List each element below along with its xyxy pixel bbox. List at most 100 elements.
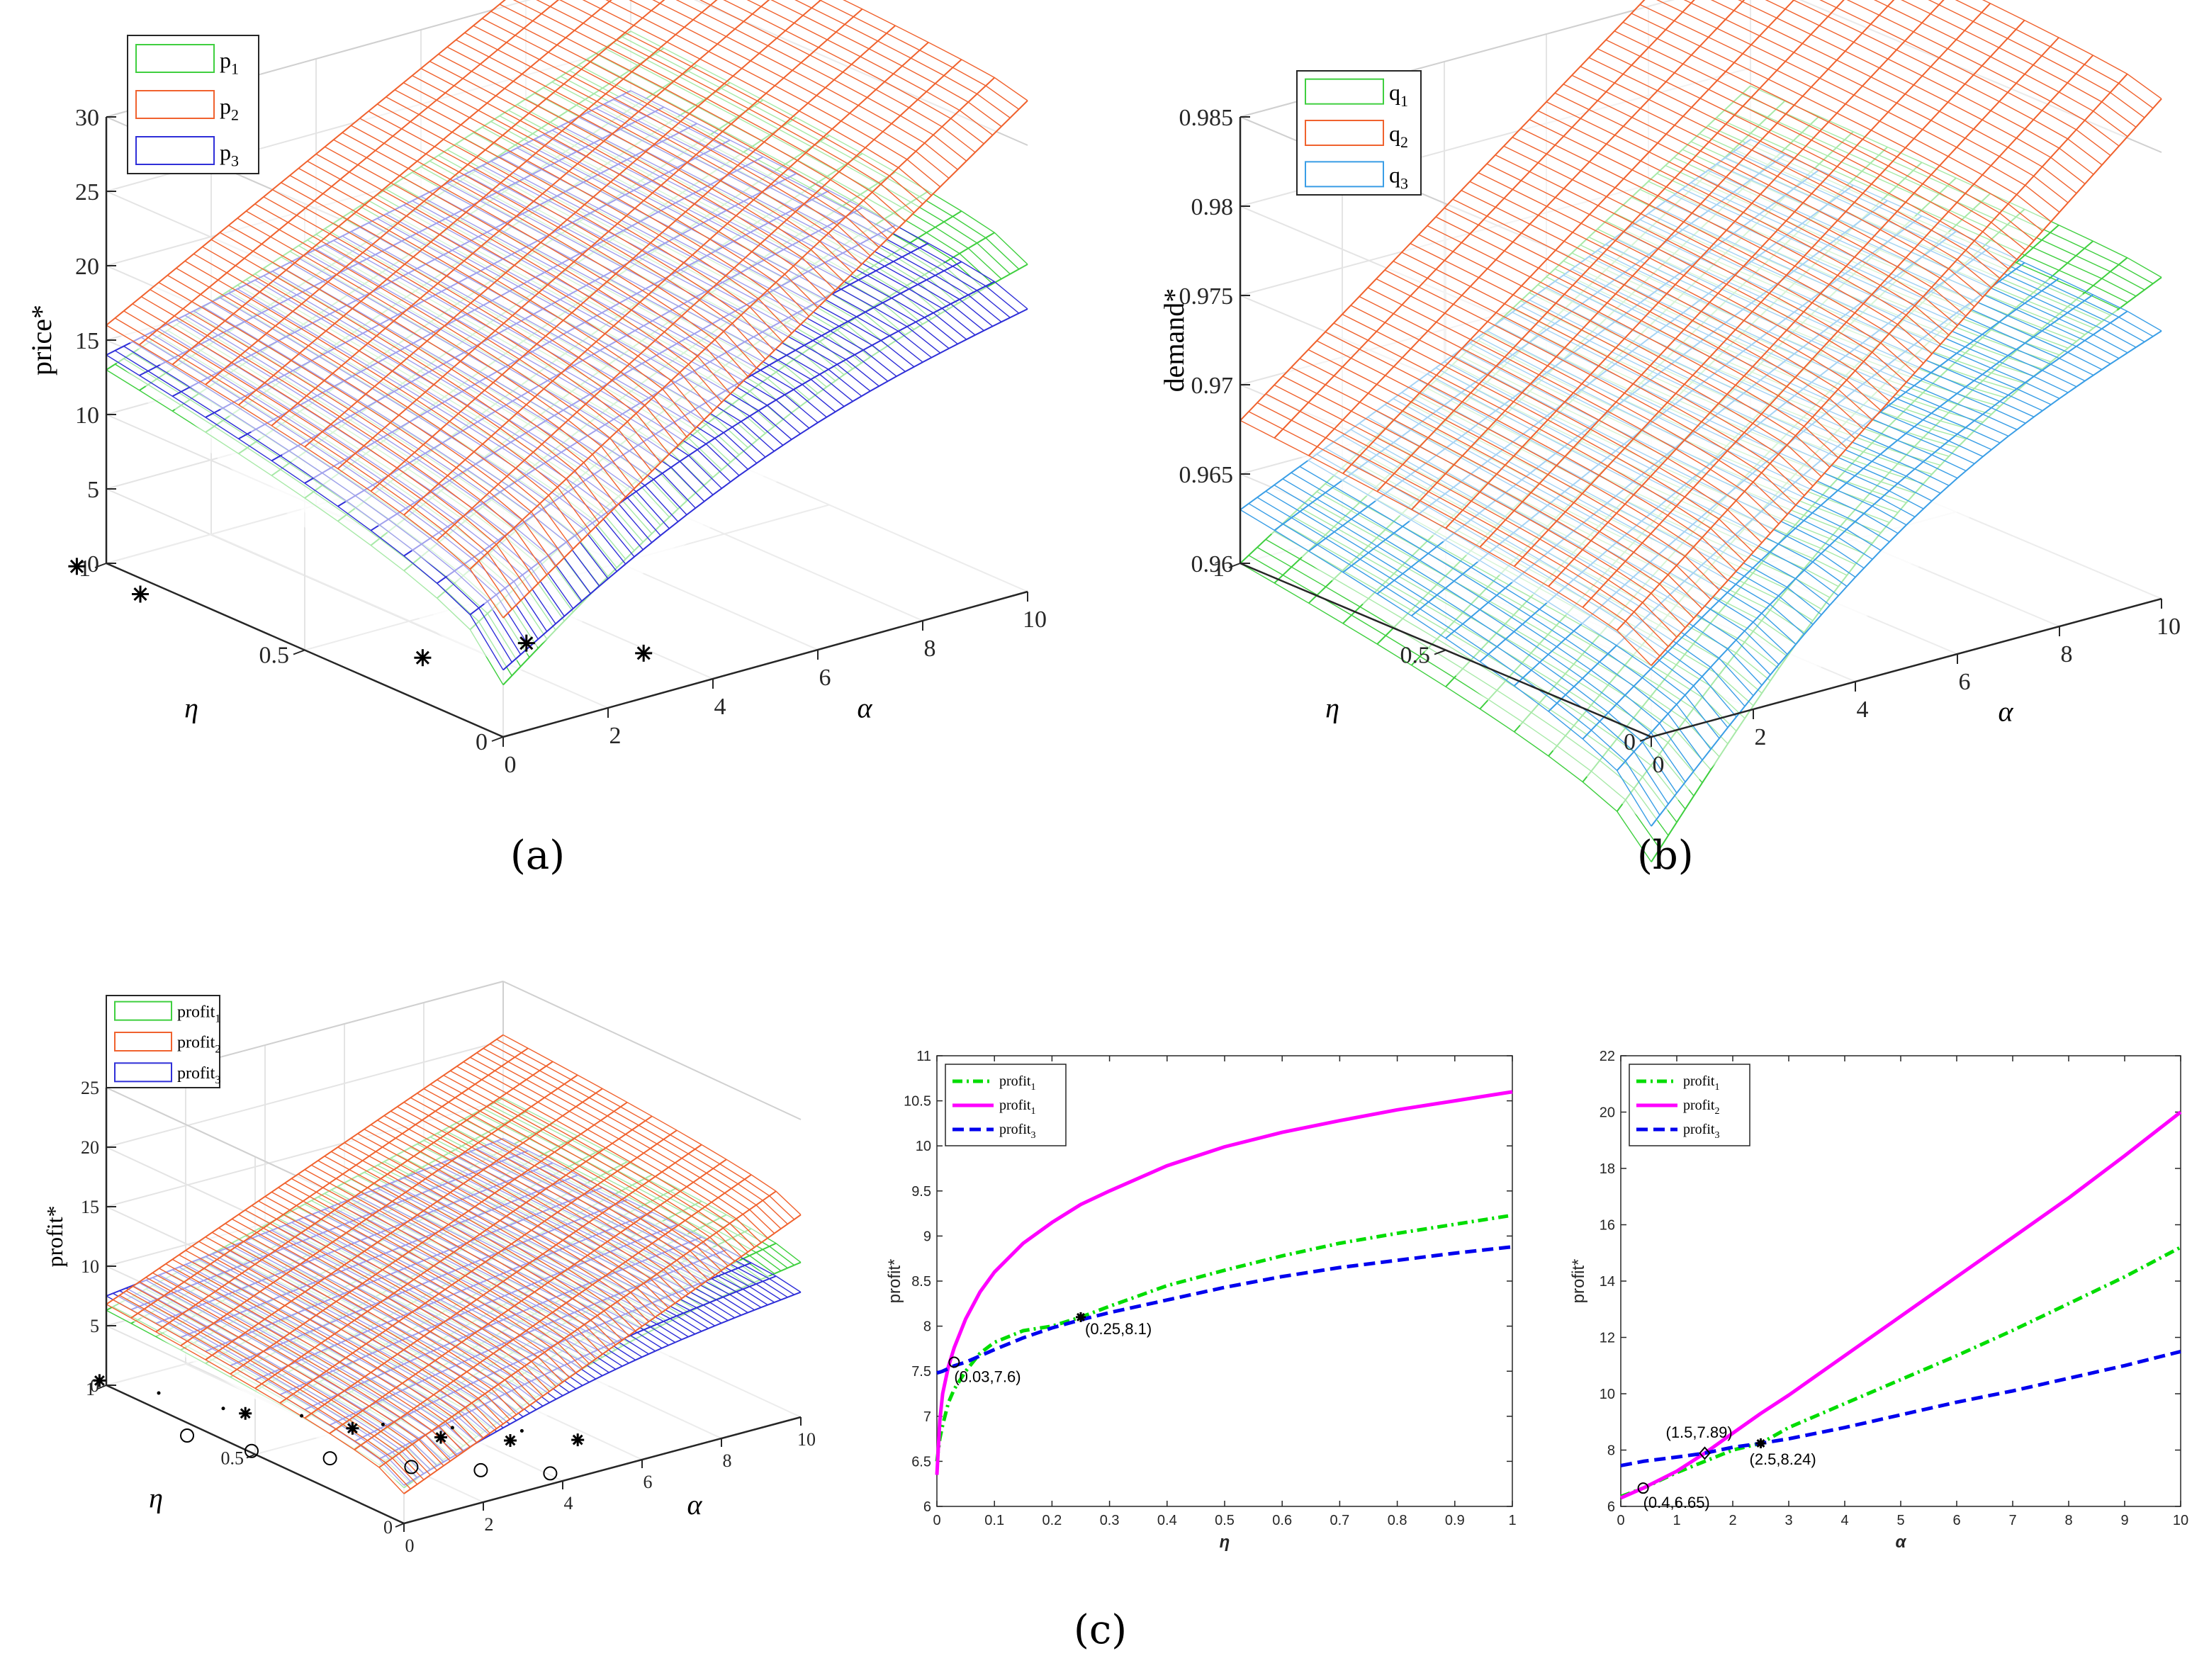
legend-label-base: p [220,47,231,73]
series-line-3 [936,1245,1513,1375]
series-line-1 [935,1213,1513,1462]
y-tick-label: 9 [923,1229,931,1244]
legend-swatch [1305,161,1384,188]
mesh-line-alpha [238,0,718,406]
legend-label-subscript: 3 [1030,1130,1035,1141]
z-tick-label: 0.97 [1191,373,1234,399]
z-tick-label: 15 [81,1197,99,1217]
legend-swatch [1305,78,1384,105]
annotation-label: (0.03,7.6) [954,1368,1021,1385]
mesh-line-alpha [1582,294,2093,740]
chart-b-demand-surface: 024681000.510.960.9650.970.9750.980.985α… [1158,0,2181,862]
y-tick-label: 6.5 [911,1454,931,1470]
legend-label-base: profit [999,1122,1031,1137]
legend-label-subscript: 3 [215,1074,220,1086]
annotation-label: (0.4,6.65) [1643,1494,1710,1511]
legend-label-subscript: 3 [1714,1130,1719,1141]
chart-c-profit-vs-eta: 0 0.1 0.2 0.3 0.4 0.5 0.6 0.7 0.8 0.9 1 6 6.5 7 7.5 8 8.… [885,1049,1517,1552]
legend-label: profit1 [1683,1073,1719,1093]
mesh-line-alpha [139,0,560,346]
legend-label-base: profit [1683,1122,1715,1137]
floor-asterisk-marker-stroke [240,1408,251,1419]
legend-label: profit1 [177,1003,220,1025]
legend-label-subscript: 1 [231,60,239,78]
y-tick-label: 11 [916,1049,931,1064]
series-line-2 [1619,1110,2182,1500]
eta-tick [246,1453,256,1459]
series-line-2 [935,1090,1513,1475]
x-tick-label: 8 [2064,1513,2072,1528]
legend-label-subscript: 2 [1400,133,1408,151]
mesh-line-alpha [155,1061,553,1333]
x-tick-label: 0 [933,1513,940,1528]
legend-label-subscript: 1 [1400,92,1408,110]
eta-tick-label: 0 [1624,729,1636,755]
mesh-line-alpha [403,1214,802,1494]
floor-circle-marker [473,1462,488,1477]
z-axis-label: demand* [1158,288,1190,393]
legend-label-base: p [220,94,231,119]
mesh-line-alpha [304,0,822,448]
z-tick-label: 30 [75,105,99,131]
floor-asterisk-marker-stroke [519,636,534,650]
y-tick-label: 6 [1607,1499,1615,1515]
floor-circle-marker [322,1451,337,1466]
x-tick-label: 4 [1840,1513,1848,1528]
surface-p2 [106,0,1028,619]
x-tick-label: 1 [1508,1513,1516,1528]
legend-label-subscript: 1 [1714,1082,1719,1093]
alpha-axis-label: α [1999,696,2014,728]
eta-axis-label: η [149,1482,163,1514]
eta-tick-label: 0.5 [221,1448,244,1469]
legend-label: profit3 [1683,1122,1719,1141]
floor-asterisk-marker-stroke [636,646,651,660]
floor-circle-marker [543,1466,558,1481]
alpha-axis [1651,597,2162,738]
z-tick-label: 15 [75,328,99,354]
mesh-line-alpha [1616,310,2128,772]
y-axis-label: profit* [885,1259,904,1304]
floor-asterisk-marker [68,558,86,575]
z-axis-label: price* [26,305,57,376]
z-tick-label: 20 [81,1137,99,1158]
floor-dot-marker [519,1428,524,1433]
z-tick-label: 0.98 [1191,194,1234,220]
surface-fill-p2 [106,0,1028,618]
legend-label: profit2 [1683,1098,1719,1117]
x-tick-label: 1 [1673,1513,1680,1528]
alpha-tick-label: 4 [1857,697,1869,723]
x-tick-label: 0.6 [1272,1513,1292,1528]
alpha-tick-label: 4 [564,1493,573,1513]
legend-swatch [114,1062,172,1083]
mesh-line-alpha [279,1129,678,1404]
mesh-line-alpha [378,1190,777,1468]
x-tick-label: 0.4 [1157,1513,1177,1528]
legend-label-base: profit [177,1034,215,1052]
eta-tick [395,1523,405,1528]
alpha-tick-label: 2 [485,1514,494,1535]
alpha-axis [403,1416,802,1525]
legend-label-subscript: 3 [231,152,239,170]
mesh-line-alpha [1479,3,1991,548]
legend-swatch [1305,120,1384,146]
y-tick-label: 14 [1600,1274,1615,1290]
y-tick-label: 10 [1600,1387,1615,1402]
annotation-label: (1.5,7.89) [1666,1424,1733,1441]
panel-label-b: (b) [1637,833,1694,879]
legend-label-base: profit [1683,1073,1715,1089]
mesh-line-alpha [1240,0,1646,422]
alpha-tick-label: 0 [405,1535,415,1556]
z-tick-label: 5 [90,1316,99,1336]
mesh-line-alpha [437,59,962,541]
annotation-label: (2.5,8.24) [1750,1450,1816,1468]
mesh-line-alpha [106,0,506,326]
annotation-label: (0.25,8.1) [1085,1320,1152,1338]
mesh-line-alpha [172,0,612,366]
floor-asterisk-marker [504,1434,517,1447]
legend-label: profit2 [177,1034,220,1056]
mesh-line-alpha [1513,19,2025,567]
z-tick-label: 0.985 [1179,105,1234,131]
annotation-circle-marker [948,1356,960,1368]
